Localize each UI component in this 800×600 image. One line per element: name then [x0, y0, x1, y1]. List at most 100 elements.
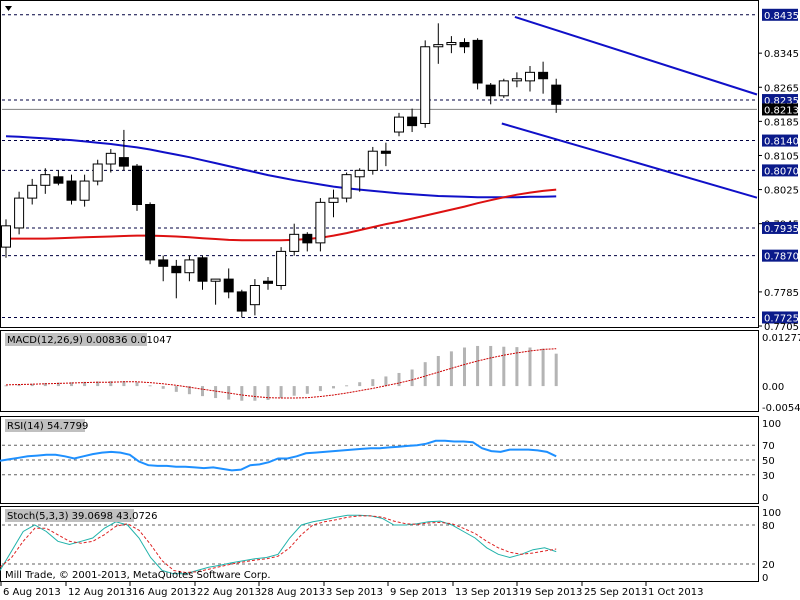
- macd-histogram-bar: [70, 382, 73, 387]
- price-scale-label: 0.8105: [764, 151, 799, 162]
- candle: [302, 232, 313, 252]
- macd-histogram-bar: [358, 382, 362, 387]
- price-level-tag: [762, 103, 798, 116]
- candle: [394, 112, 404, 137]
- candle: [446, 36, 457, 54]
- lower-trendline[interactable]: [501, 122, 758, 199]
- rsi-plot: 100 70 50 30 0: [0, 419, 781, 504]
- price-scale-label: 0.7725: [764, 313, 799, 324]
- candle: [66, 174, 77, 205]
- stoch-scale-label: 20: [762, 560, 775, 571]
- macd-histogram-bar: [345, 385, 349, 387]
- macd-histogram-bar: [161, 386, 165, 389]
- price-scale-label: 0.8025: [764, 186, 799, 197]
- macd-histogram-bar: [554, 353, 558, 387]
- x-axis-label: 16 Aug 2013: [132, 587, 196, 598]
- candle: [551, 78, 562, 113]
- price-scale-label: 0.7935: [764, 224, 799, 235]
- price-scale-label: 0.8140: [764, 137, 799, 148]
- candle: [315, 198, 326, 252]
- macd-histogram-bar: [397, 372, 401, 387]
- rsi-label: RSI(14) 54.7799: [7, 421, 88, 432]
- stoch-scale-label: 0: [762, 573, 768, 584]
- candle: [276, 247, 287, 290]
- candle: [14, 191, 25, 235]
- x-axis-label: 1 Oct 2013: [648, 587, 703, 598]
- rsi-scale-label: 70: [762, 441, 775, 452]
- macd-histogram-bar: [528, 347, 532, 387]
- candle: [538, 61, 549, 94]
- macd-histogram-bar: [174, 386, 178, 392]
- x-axis-label: 28 Aug 2013: [261, 587, 325, 598]
- macd-histogram-bar: [109, 381, 113, 387]
- price-scale-label: 0.8435: [764, 11, 799, 22]
- macd-histogram-bar: [201, 386, 204, 397]
- upper-trendline[interactable]: [514, 15, 758, 96]
- candle: [511, 72, 522, 88]
- macd-histogram-bar: [371, 379, 375, 387]
- macd-histogram-bar: [279, 386, 283, 399]
- macd-histogram-bar: [463, 347, 466, 387]
- candle: [145, 202, 156, 265]
- candle: [1, 219, 11, 258]
- candle: [472, 38, 483, 90]
- price-scale-label: 0.7705: [764, 322, 799, 333]
- candle: [354, 168, 365, 192]
- moving-average-line: [6, 188, 557, 242]
- macd-histogram-bar: [436, 355, 440, 387]
- macd-histogram-bar: [332, 386, 335, 389]
- price-scale-label: 0.8235: [764, 96, 799, 107]
- chart-shift-icon[interactable]: [5, 6, 12, 11]
- candle: [92, 159, 103, 186]
- macd-label: MACD(12,26,9) 0.00836 0.01047: [7, 335, 172, 346]
- copyright-text: Mill Trade, © 2001-2013, MetaQuotes Soft…: [5, 570, 271, 581]
- price-level-tag: [762, 249, 798, 262]
- candle: [289, 223, 300, 256]
- macd-histogram-bar: [43, 382, 47, 387]
- candle: [40, 168, 51, 194]
- stoch-main-line: [0, 514, 557, 575]
- macd-plot: 0.01277 0.00 -0.00546: [4, 333, 800, 414]
- macd-histogram-bar: [56, 382, 60, 387]
- macd-histogram-bar: [4, 385, 8, 387]
- stoch-scale-label: 80: [762, 521, 775, 532]
- stoch-scale-label: 100: [762, 508, 781, 519]
- candle: [525, 65, 535, 92]
- candle: [249, 279, 260, 316]
- price-level-tag: [762, 134, 798, 147]
- macd-histogram-bar: [253, 386, 257, 401]
- candle: [197, 255, 208, 290]
- candle: [53, 170, 64, 186]
- price-scale-label: 0.8213: [764, 105, 799, 116]
- macd-histogram-bar: [240, 386, 244, 401]
- candle: [407, 108, 418, 133]
- macd-histogram-bar: [384, 376, 388, 387]
- candle: [341, 172, 352, 203]
- candle: [79, 174, 90, 207]
- x-axis: 6 Aug 2013 12 Aug 2013 16 Aug 2013 22 Aug 2…: [0, 582, 703, 598]
- macd-scale-label: 0.00: [762, 382, 784, 393]
- macd-histogram-bar: [135, 382, 139, 387]
- price-level-tag: [762, 221, 798, 234]
- rsi-line: [0, 439, 557, 472]
- x-axis-label: 12 Aug 2013: [68, 587, 132, 598]
- rsi-scale-label: 100: [762, 419, 781, 430]
- macd-histogram-bar: [449, 351, 453, 387]
- macd-histogram-bar: [214, 386, 218, 399]
- macd-scale-label: -0.00546: [762, 403, 800, 414]
- rsi-scale-label: 30: [762, 471, 775, 482]
- macd-histogram-bar: [515, 347, 519, 387]
- x-axis-label: 25 Sep 2013: [584, 587, 647, 598]
- x-axis-label: 9 Sep 2013: [390, 587, 447, 598]
- x-axis-label: 22 Aug 2013: [197, 587, 261, 598]
- candle: [263, 276, 273, 290]
- macd-histogram-bar: [489, 345, 493, 387]
- macd-signal-line: [5, 348, 557, 399]
- macd-histogram-bar: [187, 386, 191, 395]
- candle: [236, 289, 247, 318]
- candle: [498, 78, 509, 98]
- moving-average-line: [5, 135, 557, 199]
- candle: [184, 255, 195, 282]
- candle: [367, 146, 378, 175]
